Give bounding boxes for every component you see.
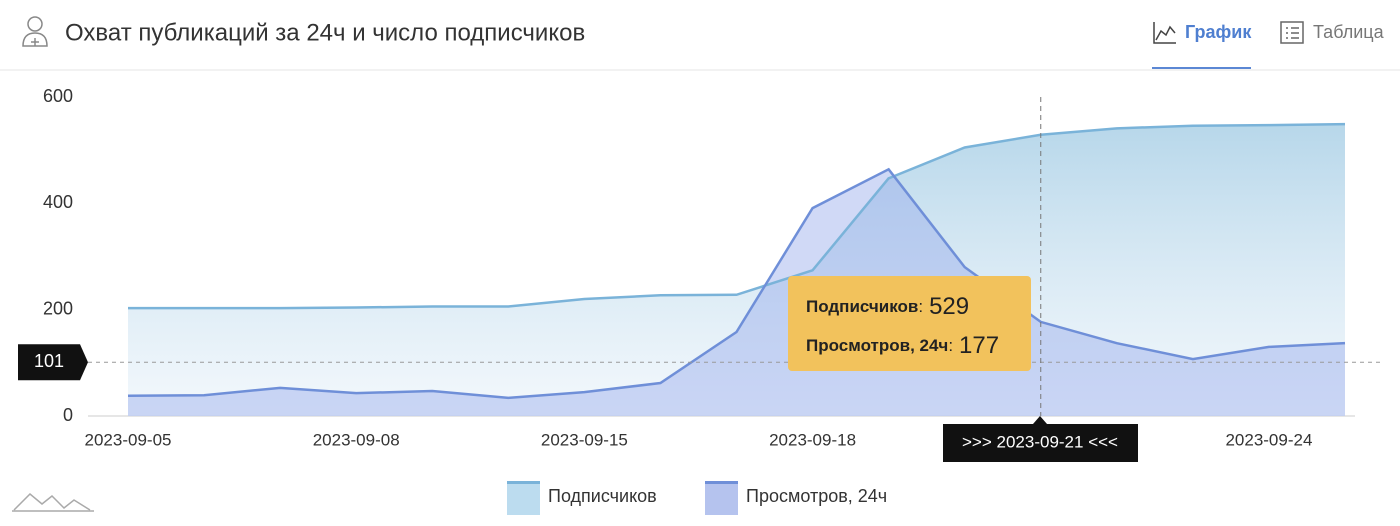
legend-swatch-top <box>705 481 738 484</box>
logo <box>12 492 94 512</box>
legend-label: Подписчиков <box>548 486 657 506</box>
area-fill <box>128 169 1345 416</box>
tooltip-bg <box>788 276 1031 371</box>
x-tick-label: 2023-09-18 <box>769 430 856 449</box>
tooltip-text: Подписчиков <box>806 297 918 316</box>
legend-label: Просмотров, 24ч <box>746 486 887 506</box>
tooltip-text: Просмотров, 24ч <box>806 336 948 355</box>
x-tick-label: 2023-09-15 <box>541 430 628 449</box>
tab-chart[interactable]: График <box>1185 22 1252 42</box>
x-tick-label: 2023-09-24 <box>1225 430 1312 449</box>
y-tick-label: 400 <box>43 192 73 212</box>
reference-label: 101 <box>34 351 64 371</box>
user-icon <box>22 16 48 47</box>
x-tick-label: 2023-09-08 <box>313 430 400 449</box>
y-tick-label: 600 <box>43 86 73 106</box>
series-line <box>127 167 1346 400</box>
x-tick-label: 2023-09-05 <box>85 430 172 449</box>
tooltip-text: 177 <box>959 332 999 359</box>
tooltip-row: Просмотров, 24ч: 177 <box>806 332 999 359</box>
reference-label-bg <box>18 344 88 381</box>
table-tab-icon[interactable] <box>1280 21 1304 44</box>
tooltip-text: : <box>918 297 923 316</box>
tooltip-text: : <box>948 336 953 355</box>
y-tick-label: 200 <box>43 298 73 318</box>
crosshair-label: >>> 2023-09-21 <<< <box>962 432 1118 451</box>
legend-swatch-top <box>507 481 540 484</box>
legend-swatch <box>705 481 738 515</box>
crosshair-label-bg <box>943 416 1138 462</box>
title: Охват публикаций за 24ч и число подписчи… <box>65 19 585 46</box>
tab-table[interactable]: Таблица <box>1313 22 1385 42</box>
tooltip-text: 529 <box>929 293 969 320</box>
legend-swatch <box>507 481 540 515</box>
series-line <box>128 122 1346 310</box>
plot: 0 200 400 600 2023-09-05 2023-09-08 2023-09-15… <box>18 86 1380 515</box>
chart-tab-icon[interactable] <box>1153 22 1176 44</box>
y-tick-label: 0 <box>63 405 73 425</box>
tab-underline <box>1152 67 1251 69</box>
tooltip-row: Подписчиков: 529 <box>806 293 969 320</box>
